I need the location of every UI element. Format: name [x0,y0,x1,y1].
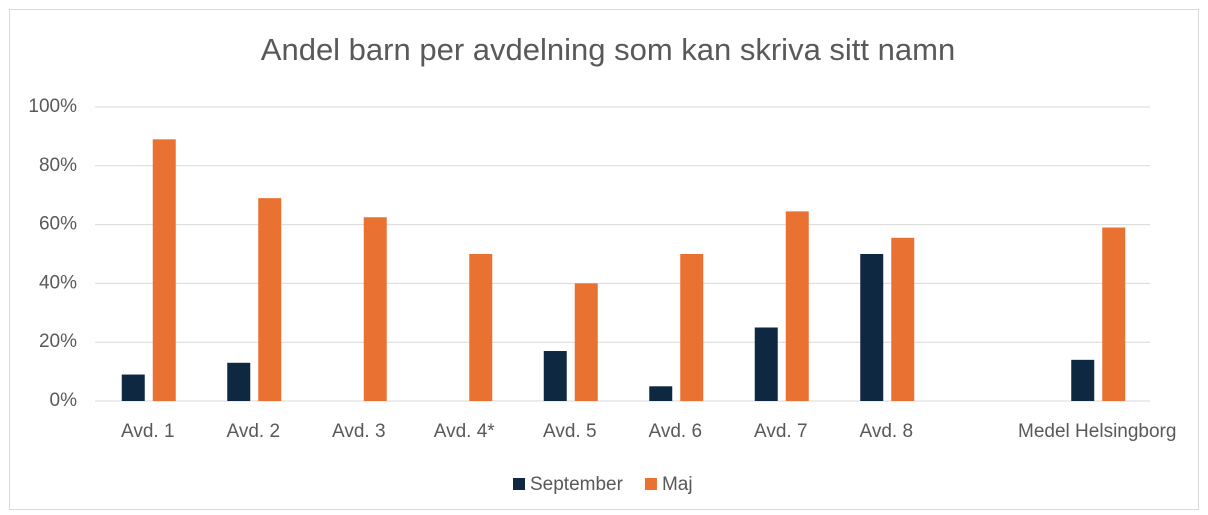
bar [891,237,915,401]
legend-label: Maj [662,474,693,495]
x-tick-label: Medel Helsingborg [1018,421,1176,442]
legend-label: September [530,474,624,495]
bar [860,254,884,401]
bar [227,362,251,401]
x-tick-label: Avd. 6 [648,421,702,442]
bar [680,254,704,401]
y-tick-label: 80% [39,155,77,176]
x-tick-label: Avd. 3 [332,421,386,442]
x-tick-label: Avd. 7 [754,421,808,442]
legend-swatch [513,478,525,490]
bar [754,327,778,401]
y-tick-label: 20% [39,331,77,352]
bar [152,139,176,401]
bar [649,386,673,401]
y-tick-label: 40% [39,272,77,293]
chart-border [9,9,1199,510]
x-tick-label: Avd. 1 [121,421,175,442]
y-tick-label: 0% [50,390,78,411]
x-tick-label: Avd. 4* [434,421,496,442]
y-tick-label: 60% [39,214,77,235]
bar [469,254,493,401]
x-tick-label: Avd. 2 [226,421,280,442]
x-tick-label: Avd. 8 [859,421,913,442]
bar [363,217,387,401]
legend-swatch [644,478,657,490]
chart-title: Andel barn per avdelning som kan skriva … [261,32,955,67]
bar [258,198,282,401]
bar [121,374,145,401]
bar [785,211,809,401]
bar [1102,227,1126,401]
bar [543,351,567,401]
y-tick-label: 100% [28,96,77,117]
x-tick-label: Avd. 5 [543,421,597,442]
bar [574,283,598,401]
bar [1071,359,1095,401]
